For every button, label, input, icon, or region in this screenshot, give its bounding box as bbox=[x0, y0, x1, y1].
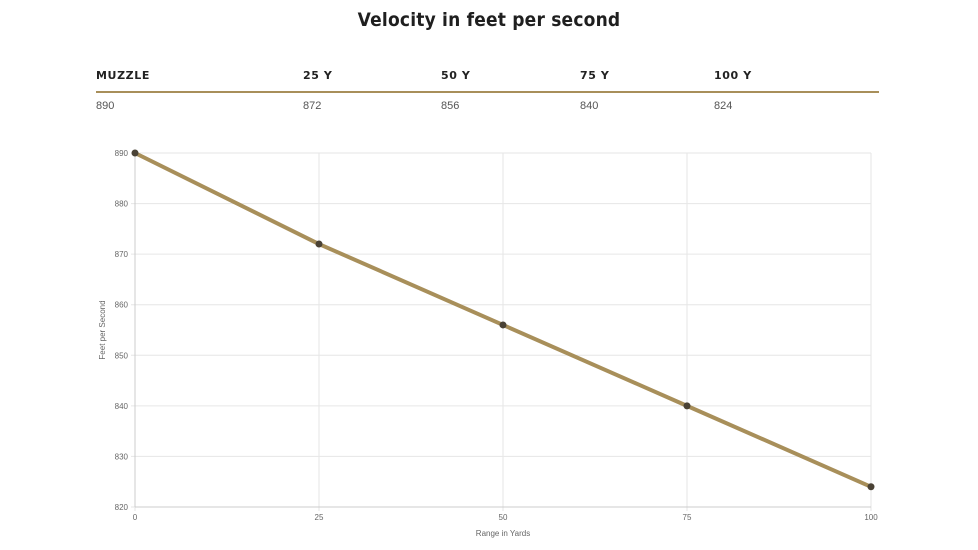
table-header-25y: 25 Y bbox=[303, 69, 333, 82]
velocity-table-row: 890 872 856 840 824 bbox=[96, 100, 879, 116]
table-header-muzzle: MUZZLE bbox=[96, 69, 150, 82]
chart-grid bbox=[131, 152, 872, 511]
x-tick-label: 100 bbox=[864, 513, 878, 522]
y-tick-label: 880 bbox=[115, 200, 129, 209]
y-tick-label: 870 bbox=[115, 250, 129, 259]
table-value-100y: 824 bbox=[714, 100, 733, 112]
table-header-100y: 100 Y bbox=[714, 69, 752, 82]
data-point bbox=[683, 402, 691, 410]
table-header-75y: 75 Y bbox=[580, 69, 610, 82]
data-point bbox=[315, 240, 323, 248]
y-tick-label: 850 bbox=[115, 351, 129, 360]
y-tick-label: 830 bbox=[115, 452, 129, 461]
data-point bbox=[499, 321, 507, 329]
x-tick-label: 25 bbox=[315, 513, 324, 522]
x-axis-label: Range in Yards bbox=[476, 529, 530, 538]
table-value-75y: 840 bbox=[580, 100, 599, 112]
y-axis-label: Feet per Second bbox=[98, 300, 107, 359]
chart-title: Velocity in feet per second bbox=[357, 9, 621, 31]
table-divider bbox=[96, 91, 879, 93]
x-tick-label: 50 bbox=[499, 513, 508, 522]
y-tick-label: 840 bbox=[115, 402, 129, 411]
x-tick-label: 0 bbox=[133, 513, 138, 522]
chart-axes: 820 830 840 850 860 870 880 890 0 25 50 75 100 bbox=[115, 149, 879, 522]
table-header-50y: 50 Y bbox=[441, 69, 471, 82]
data-point bbox=[131, 149, 139, 157]
y-tick-label: 820 bbox=[115, 503, 129, 512]
table-value-50y: 856 bbox=[441, 100, 460, 112]
y-tick-label: 860 bbox=[115, 301, 129, 310]
x-tick-label: 75 bbox=[683, 513, 692, 522]
table-value-25y: 872 bbox=[303, 100, 322, 112]
chart-points bbox=[131, 149, 875, 491]
y-tick-label: 890 bbox=[115, 149, 129, 158]
velocity-table-header: MUZZLE 25 Y 50 Y 75 Y 100 Y bbox=[96, 69, 879, 90]
table-value-muzzle: 890 bbox=[96, 100, 115, 112]
data-point bbox=[867, 483, 875, 491]
